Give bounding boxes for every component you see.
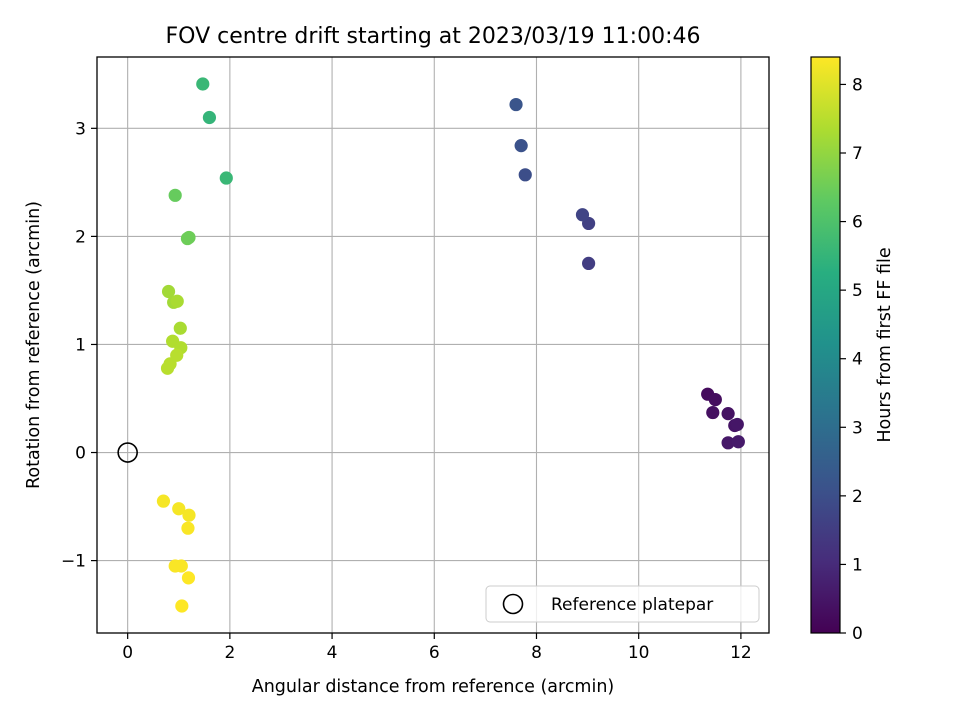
colorbar-tick-label: 5 (852, 281, 863, 301)
data-point (514, 139, 528, 153)
chart-title: FOV centre drift starting at 2023/03/19 … (166, 24, 701, 49)
x-tick-label: 4 (327, 643, 338, 663)
data-point (706, 405, 720, 420)
data-point (173, 321, 187, 335)
data-point (582, 256, 596, 271)
colorbar-tick-label: 4 (852, 350, 863, 370)
data-point (219, 171, 233, 185)
x-tick-label: 6 (429, 643, 440, 663)
data-point (202, 110, 217, 125)
data-point (509, 97, 523, 112)
legend-box (485, 585, 760, 623)
colorbar-tick-label: 3 (852, 418, 863, 438)
x-axis-label: Angular distance from reference (arcmin) (252, 677, 615, 697)
data-point (156, 494, 171, 508)
data-point (730, 417, 744, 432)
data-point (721, 436, 735, 450)
colorbar-gradient (810, 56, 841, 634)
data-point (160, 361, 175, 375)
y-tick-label: 2 (75, 227, 86, 247)
colorbar-label: Hours from first FF file (875, 247, 895, 442)
legend-label-reference: Reference platepar (551, 595, 713, 615)
data-point (518, 168, 532, 182)
y-tick-label: 0 (75, 444, 86, 464)
legend-marker-reference (502, 593, 524, 615)
colorbar: 0 1 2 3 4 5 6 7 8 Hours from first FF file (810, 56, 895, 644)
data-point (708, 392, 722, 407)
y-tick-label: 1 (75, 335, 86, 355)
colorbar-tick-label: 7 (852, 144, 863, 164)
colorbar-tick-label: 2 (852, 487, 863, 507)
data-point (181, 521, 195, 535)
data-point (721, 407, 735, 421)
x-tick-label: 12 (730, 643, 752, 663)
data-point (174, 559, 188, 573)
x-tick-label: 0 (122, 643, 133, 663)
y-tick-label: 3 (75, 119, 86, 139)
data-points (117, 77, 745, 613)
data-point (731, 435, 745, 449)
x-axis-ticks: 0 2 4 6 8 10 12 (122, 633, 752, 663)
data-point (181, 571, 196, 585)
x-tick-label: 8 (531, 643, 542, 663)
data-point (175, 599, 189, 613)
colorbar-tick-label: 8 (852, 75, 863, 95)
data-point (161, 284, 176, 299)
data-point (182, 508, 196, 522)
x-tick-label: 2 (224, 643, 235, 663)
colorbar-tick-label: 1 (852, 555, 863, 575)
colorbar-tick-label: 0 (852, 624, 863, 644)
reference-platepar-marker (117, 442, 138, 463)
colorbar-tick-label: 6 (852, 213, 863, 233)
data-point (196, 77, 210, 91)
data-point (575, 208, 590, 222)
data-point (168, 188, 182, 202)
y-axis-label: Rotation from reference (arcmin) (24, 201, 44, 489)
data-point (170, 294, 184, 308)
legend: Reference platepar (485, 585, 760, 623)
data-point (172, 502, 186, 516)
grid-lines (97, 57, 769, 633)
y-tick-label: −1 (61, 552, 86, 572)
y-axis-ticks: −1 0 1 2 3 (61, 119, 97, 572)
colorbar-ticks: 0 1 2 3 4 5 6 7 8 (840, 75, 863, 644)
x-tick-label: 10 (628, 643, 650, 663)
data-point (180, 231, 195, 246)
